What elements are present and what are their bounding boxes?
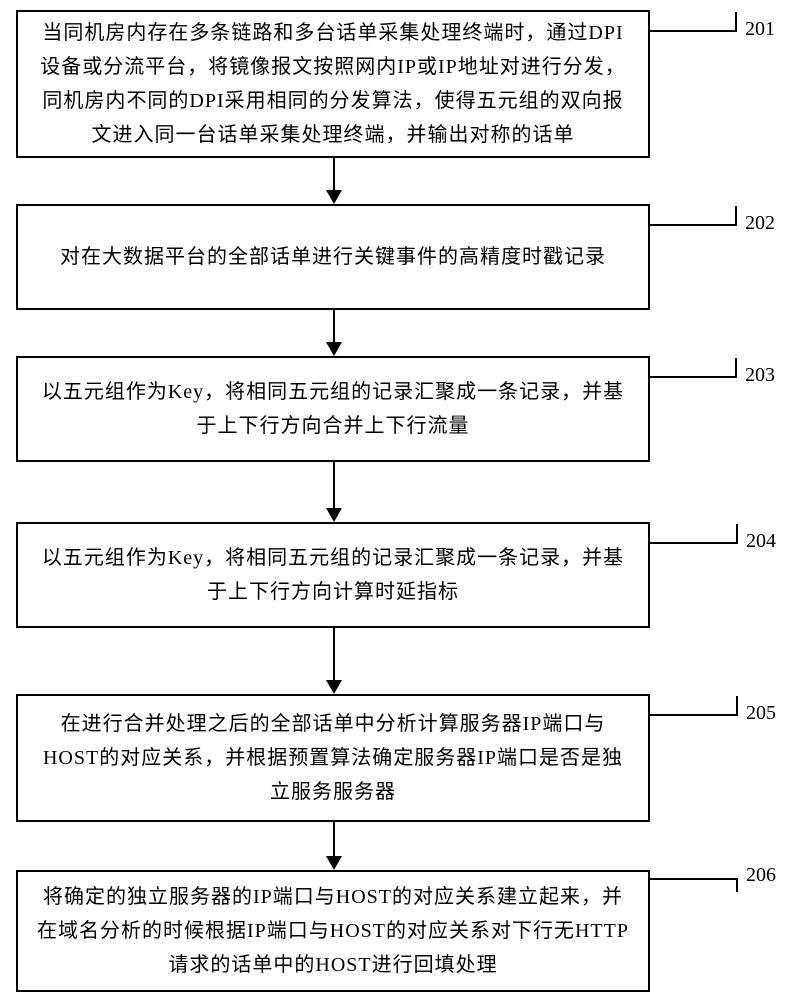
label-elbow-206: [736, 878, 738, 892]
arrow-line-2: [333, 310, 335, 342]
step-box-201: 当同机房内存在多条链路和多台话单采集处理终端时，通过DPI设备或分流平台，将镜像…: [16, 10, 650, 158]
label-elbow-204: [736, 524, 738, 544]
arrow-line-1: [333, 158, 335, 190]
label-elbow-201: [735, 12, 737, 32]
label-connector-203: [650, 376, 735, 378]
step-box-204: 以五元组作为Key，将相同五元组的记录汇聚成一条记录，并基于上下行方向计算时延指…: [16, 522, 650, 628]
step-box-205: 在进行合并处理之后的全部话单中分析计算服务器IP端口与HOST的对应关系，并根据…: [16, 694, 650, 822]
label-connector-202: [650, 224, 735, 226]
step-box-203: 以五元组作为Key，将相同五元组的记录汇聚成一条记录，并基于上下行方向合并上下行…: [16, 356, 650, 462]
step-box-202: 对在大数据平台的全部话单进行关键事件的高精度时戳记录: [16, 204, 650, 310]
arrow-line-5: [333, 822, 335, 856]
label-elbow-203: [735, 358, 737, 378]
flowchart-container: 当同机房内存在多条链路和多台话单采集处理终端时，通过DPI设备或分流平台，将镜像…: [0, 0, 791, 1000]
label-elbow-202: [735, 206, 737, 226]
label-elbow-205: [736, 696, 738, 716]
step-text-204: 以五元组作为Key，将相同五元组的记录汇聚成一条记录，并基于上下行方向计算时延指…: [34, 541, 632, 609]
label-connector-206: [650, 878, 736, 880]
label-connector-204: [650, 542, 736, 544]
label-connector-201: [650, 30, 735, 32]
step-text-202: 对在大数据平台的全部话单进行关键事件的高精度时戳记录: [60, 240, 606, 274]
step-text-203: 以五元组作为Key，将相同五元组的记录汇聚成一条记录，并基于上下行方向合并上下行…: [34, 375, 632, 443]
arrow-head-1: [326, 190, 342, 204]
arrow-head-5: [326, 856, 342, 870]
step-text-201: 当同机房内存在多条链路和多台话单采集处理终端时，通过DPI设备或分流平台，将镜像…: [34, 16, 632, 152]
step-label-203: 203: [745, 364, 775, 387]
arrow-line-4: [333, 628, 335, 680]
step-text-206: 将确定的独立服务器的IP端口与HOST的对应关系建立起来，并在域名分析的时候根据…: [34, 880, 632, 982]
step-text-205: 在进行合并处理之后的全部话单中分析计算服务器IP端口与HOST的对应关系，并根据…: [34, 707, 632, 809]
arrow-head-3: [326, 508, 342, 522]
arrow-line-3: [333, 462, 335, 508]
step-label-201: 201: [745, 18, 775, 41]
step-label-204: 204: [746, 530, 776, 553]
arrow-head-4: [326, 680, 342, 694]
label-connector-205: [650, 714, 736, 716]
step-label-202: 202: [745, 212, 775, 235]
step-label-206: 206: [746, 864, 776, 887]
arrow-head-2: [326, 342, 342, 356]
step-box-206: 将确定的独立服务器的IP端口与HOST的对应关系建立起来，并在域名分析的时候根据…: [16, 870, 650, 992]
step-label-205: 205: [746, 702, 776, 725]
